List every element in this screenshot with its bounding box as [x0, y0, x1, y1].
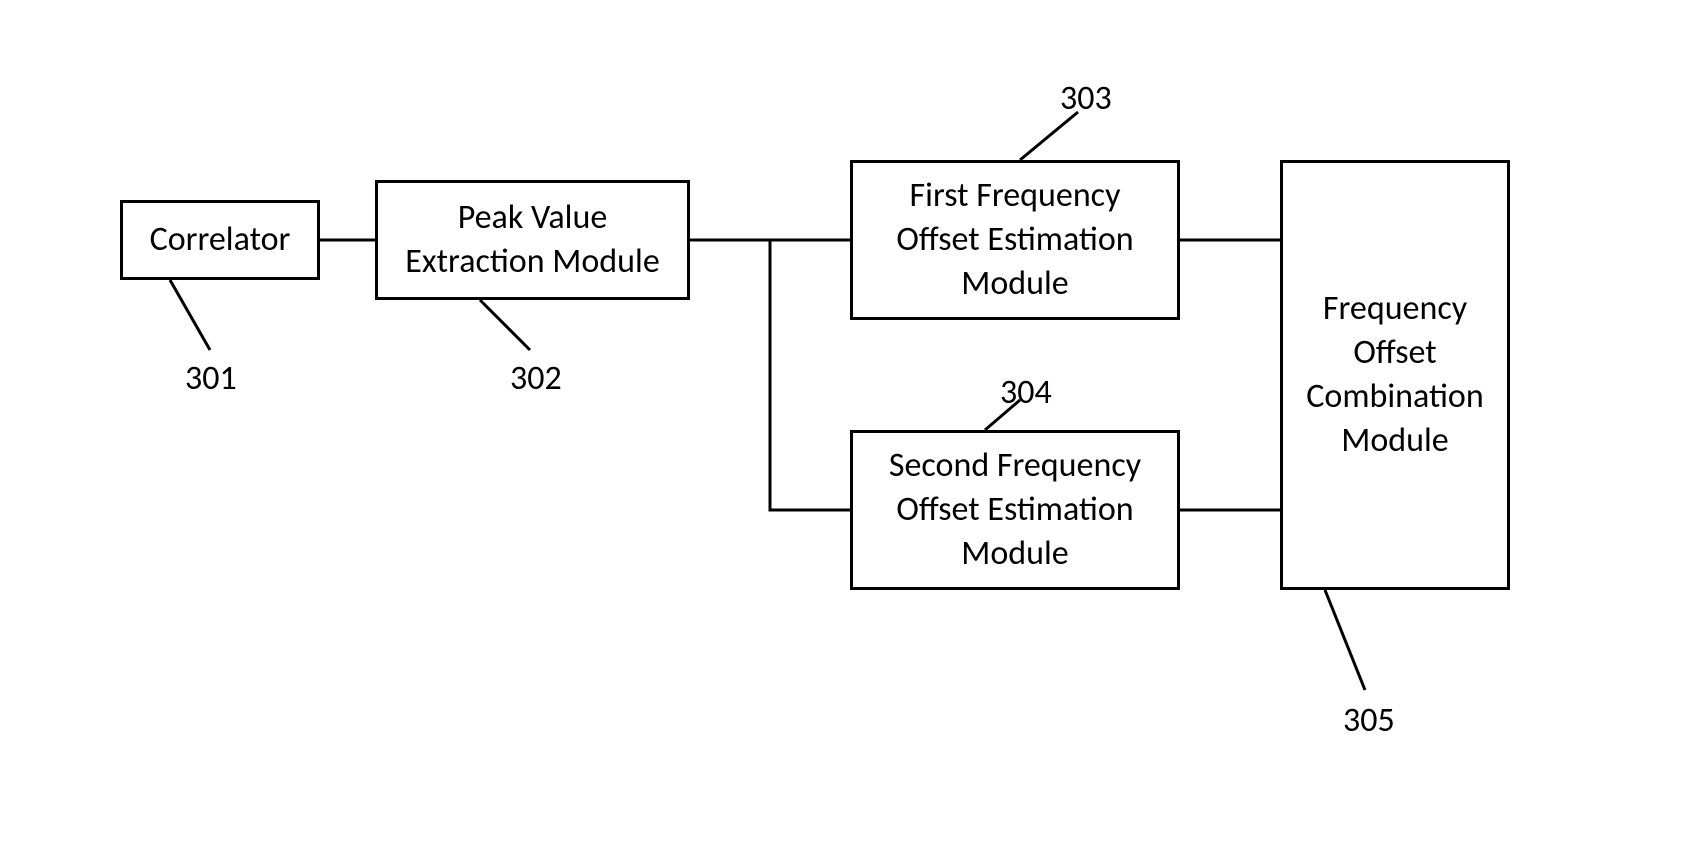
node-label: Second Frequency Offset Estimation Modul… [865, 444, 1165, 577]
ref-label-303: 303 [1060, 78, 1112, 119]
edge-branch-second [770, 240, 850, 510]
ref-label-301: 301 [185, 358, 237, 399]
node-combination: Frequency Offset Combination Module [1280, 160, 1510, 590]
leader-302 [480, 300, 530, 350]
node-label: Peak Value Extraction Module [390, 196, 675, 284]
block-diagram: Correlator Peak Value Extraction Module … [0, 0, 1703, 860]
node-first-estimation: First Frequency Offset Estimation Module [850, 160, 1180, 320]
node-label: Frequency Offset Combination Module [1295, 287, 1495, 464]
node-second-estimation: Second Frequency Offset Estimation Modul… [850, 430, 1180, 590]
node-correlator: Correlator [120, 200, 320, 280]
leader-301 [170, 280, 210, 350]
node-peak-extraction: Peak Value Extraction Module [375, 180, 690, 300]
leader-303 [1020, 112, 1078, 160]
ref-label-302: 302 [510, 358, 562, 399]
node-label: Correlator [150, 218, 291, 262]
ref-label-304: 304 [1000, 372, 1052, 413]
node-label: First Frequency Offset Estimation Module [865, 174, 1165, 307]
ref-label-305: 305 [1343, 700, 1395, 741]
leader-305 [1325, 590, 1365, 690]
